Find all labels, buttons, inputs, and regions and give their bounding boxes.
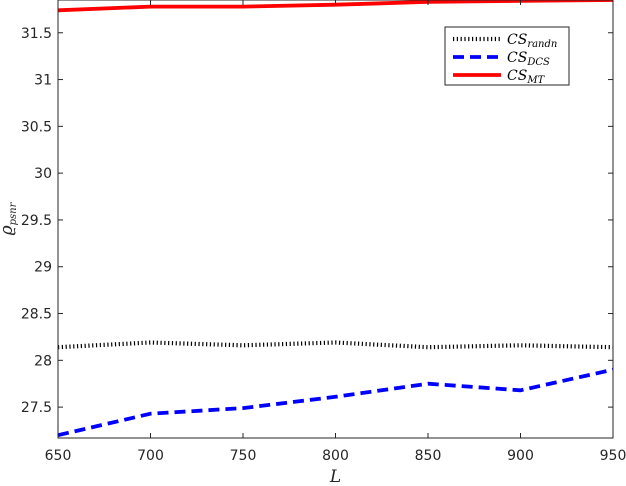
legend-label-cs-randn: CSrandn — [507, 32, 557, 50]
series-line-cs-dcs — [58, 367, 613, 438]
x-tick-label: 650 — [45, 448, 72, 464]
y-tick-label: 29 — [34, 260, 52, 276]
x-tick-label: 700 — [137, 448, 164, 464]
y-tick-label: 30 — [34, 166, 52, 182]
x-axis-label: L — [329, 467, 341, 486]
y-axis-label: ϱpsnr — [0, 201, 19, 235]
y-axis-label-sub: psnr — [8, 201, 19, 225]
y-tick-label: 31.5 — [21, 26, 52, 42]
y-tick-label: 29.5 — [21, 213, 52, 229]
x-tick-label: 950 — [600, 448, 626, 464]
y-tick-label: 27.5 — [21, 400, 52, 416]
y-tick-label: 28.5 — [21, 307, 52, 323]
y-axis-label-base: ϱ — [0, 225, 17, 235]
legend-label-sub: randn — [527, 39, 557, 50]
y-tick-label: 30.5 — [21, 119, 52, 135]
series-line-cs-randn — [58, 340, 613, 350]
legend-label-cs-mt: CSMT — [507, 68, 546, 86]
legend-label-base: CS — [507, 68, 527, 84]
legend-label-base: CS — [507, 50, 527, 66]
x-tick-label: 800 — [322, 448, 349, 464]
legend-label-base: CS — [507, 32, 527, 48]
x-tick-label: 900 — [507, 448, 534, 464]
axes-layer: 650 700 750 800 850 900 950 27.5 28 28.5 29 29.5 30 3… — [21, 0, 626, 464]
y-tick-label: 28 — [34, 353, 52, 369]
legend-label-cs-dcs: CSDCS — [507, 50, 550, 68]
legend-label-sub: DCS — [526, 57, 550, 68]
y-tick-label: 31 — [34, 73, 52, 89]
x-tick-label: 850 — [415, 448, 442, 464]
legend-label-sub: MT — [526, 75, 545, 86]
x-tick-label: 750 — [230, 448, 257, 464]
